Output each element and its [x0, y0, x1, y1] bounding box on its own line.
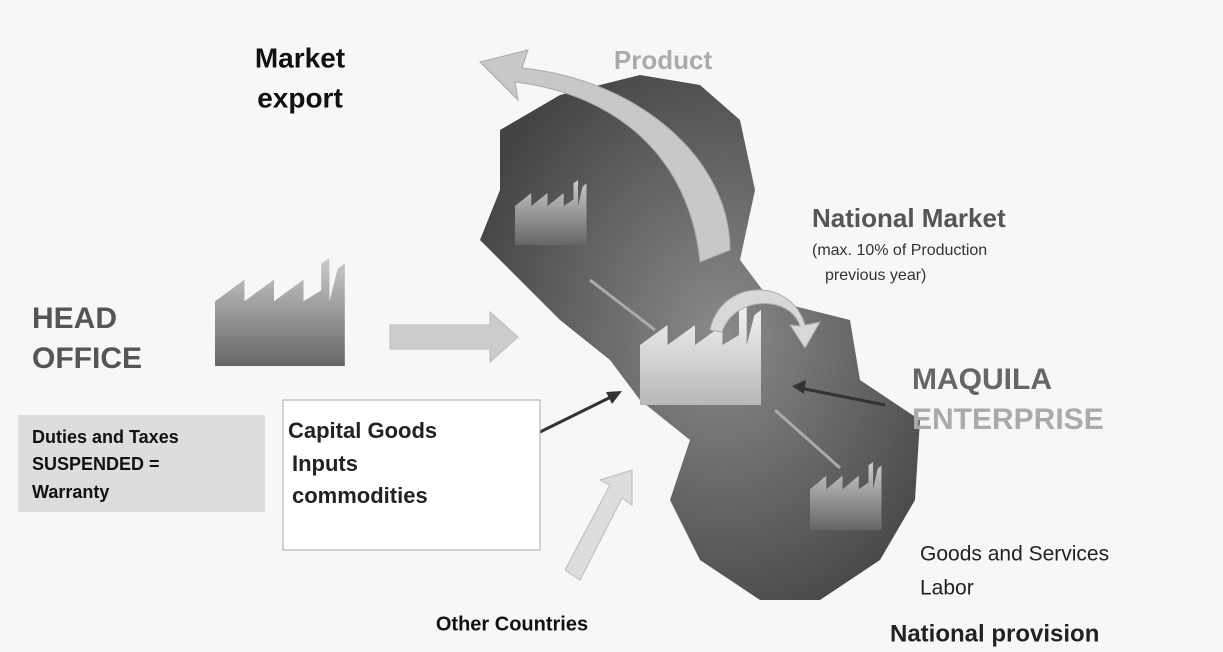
label: MAQUILA — [912, 363, 1052, 396]
label: HEAD — [32, 302, 117, 335]
label: ENTERPRISE — [912, 403, 1104, 436]
label: Capital Goods — [288, 418, 437, 443]
country-map — [480, 75, 920, 600]
arrow — [539, 393, 616, 434]
label: commodities — [292, 483, 428, 508]
note: previous year) — [825, 267, 926, 284]
label: OFFICE — [32, 342, 142, 375]
arrow — [774, 408, 841, 470]
arrow — [799, 386, 886, 407]
label: Duties and Taxes — [32, 427, 179, 447]
label: National provision — [890, 620, 1099, 647]
label: Goods and Services — [920, 543, 1109, 566]
product-arrow — [479, 49, 731, 263]
label: SUSPENDED = — [32, 454, 160, 474]
label: Market — [255, 42, 345, 73]
label: Labor — [920, 577, 974, 600]
arrow — [564, 469, 633, 581]
label: Inputs — [292, 451, 358, 476]
arrowhead — [606, 391, 622, 404]
label: Product — [614, 45, 713, 75]
note: (max. 10% of Production — [812, 242, 987, 259]
duties-box — [18, 415, 265, 512]
arrow — [589, 278, 656, 332]
arrow — [709, 289, 821, 349]
label: export — [257, 82, 343, 113]
arrow — [389, 310, 519, 364]
label: Warranty — [32, 482, 109, 502]
capital-box — [282, 399, 541, 551]
label: National Market — [812, 203, 1006, 233]
arrowhead — [792, 380, 806, 394]
label: Other Countries — [436, 613, 588, 635]
